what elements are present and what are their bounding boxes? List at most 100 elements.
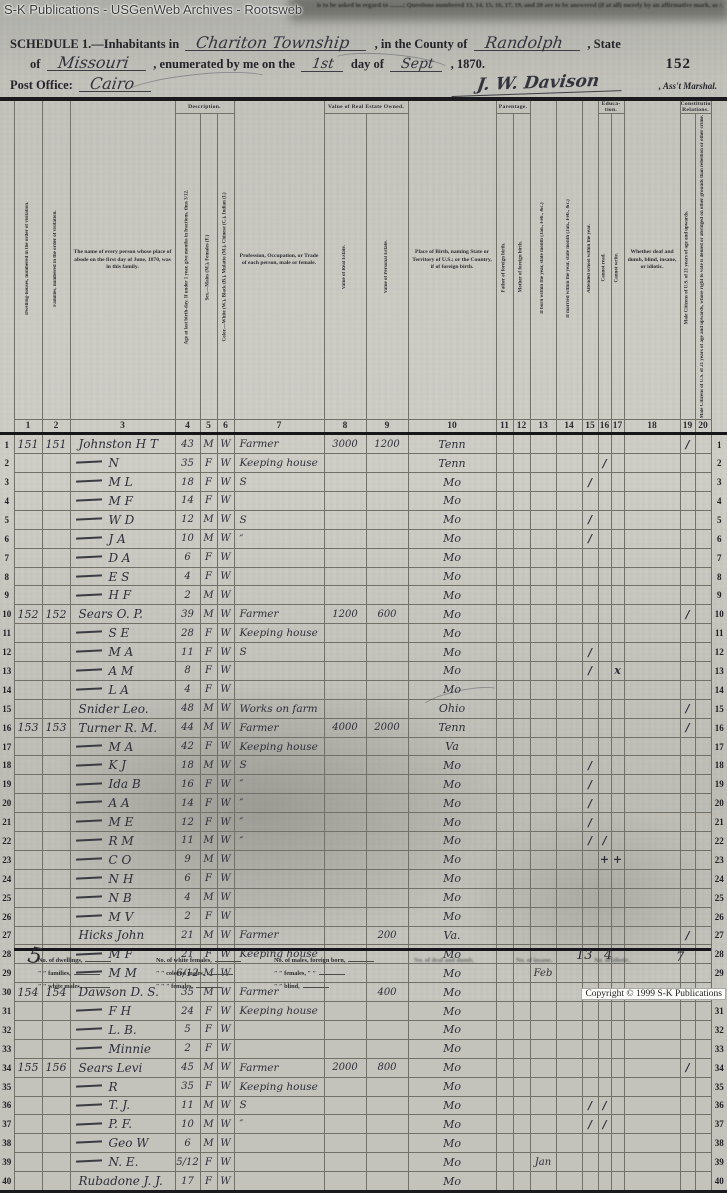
- column-number: 18: [623, 419, 681, 435]
- cell-birthplace: Mo: [407, 1076, 497, 1097]
- person-name-text: A M: [108, 663, 134, 678]
- cell-father-foreign: [495, 528, 514, 549]
- cell-disabilities: [623, 547, 681, 568]
- cell-male-citizen: [679, 472, 696, 493]
- row-number-left: 27: [2, 930, 12, 941]
- cell-age: 6: [174, 547, 201, 568]
- cell-family-number: [41, 849, 71, 870]
- row-number-right: 15: [714, 703, 724, 714]
- cell-color: W: [216, 849, 235, 870]
- cell-dwelling-number: 152: [13, 604, 43, 625]
- cell-color: W: [216, 887, 235, 908]
- cell-vote-denied: [694, 585, 712, 606]
- cell-disabilities: [623, 604, 681, 625]
- cell-father-foreign: [495, 604, 514, 625]
- cell-father-foreign: [495, 661, 514, 681]
- cell-mother-foreign: [512, 1152, 531, 1173]
- person-name-text: H F: [108, 588, 132, 603]
- ditto-dash: [75, 857, 102, 861]
- cell-age: 11: [174, 1095, 201, 1116]
- cell-cannot-read: [597, 1076, 612, 1097]
- cell-personal-estate-value: [365, 849, 409, 870]
- cell-vote-denied: [694, 717, 712, 738]
- table-row: 17 M A 42 F W Keeping house Va 17: [0, 736, 727, 757]
- cell-disabilities: [623, 642, 681, 663]
- table-row: 14 L A 4 F W Mo 14: [0, 679, 727, 700]
- cell-born-month: [529, 661, 557, 681]
- cell-attended-school: [581, 717, 599, 738]
- table-row: 40 Rubadone J. J. 17 F W Mo 40: [0, 1171, 727, 1192]
- cell-person-name: Minnie: [69, 1038, 176, 1059]
- cell-male-citizen: /: [679, 925, 696, 946]
- cell-married-month: [555, 509, 583, 530]
- column-number: 12: [512, 419, 531, 435]
- cell-family-number: [41, 642, 71, 663]
- cell-disabilities: [623, 906, 681, 927]
- cell-occupation: [233, 547, 325, 568]
- col-header-sex: Sex.—Males (M.), Females (F.): [200, 113, 217, 420]
- cell-age: 2: [174, 906, 201, 927]
- cell-personal-estate-value: 600: [365, 604, 409, 625]
- cell-disabilities: [623, 566, 681, 587]
- table-row: 35 R 35 F W Keeping house Mo 35: [0, 1076, 727, 1097]
- cell-vote-denied: [694, 793, 712, 814]
- cell-person-name: Rubadone J. J.: [69, 1171, 176, 1192]
- cell-family-number: [41, 661, 71, 681]
- cell-cannot-read: /: [597, 1095, 612, 1116]
- cell-cannot-read: [597, 868, 612, 889]
- cell-real-estate-value: 4000: [323, 717, 367, 738]
- table-row: 33 Minnie 2 F W Mo 33: [0, 1038, 727, 1059]
- tally-blank: [73, 969, 100, 975]
- scan-smudge-top: [290, 0, 727, 20]
- post-office-line: Post Office: Cairo J. W. Davison , Ass't…: [10, 69, 719, 98]
- cell-dwelling-number: [13, 623, 43, 644]
- cell-vote-denied: [694, 774, 712, 795]
- cell-vote-denied: [694, 906, 712, 927]
- row-number-left: 31: [2, 1006, 12, 1016]
- cell-cannot-read: +: [597, 849, 612, 870]
- cell-family-number: [41, 1171, 71, 1192]
- cell-cannot-read: [597, 566, 612, 587]
- cell-father-foreign: [495, 831, 514, 851]
- cell-real-estate-value: [323, 793, 367, 814]
- person-name-text: F H: [108, 1004, 132, 1018]
- cell-married-month: [555, 1152, 583, 1173]
- row-number-left: 26: [2, 911, 12, 922]
- tally-label: ″ ″ white males,: [38, 983, 82, 990]
- row-number-right: 21: [714, 817, 724, 828]
- cell-occupation: Keeping house: [233, 453, 325, 474]
- cell-family-number: [41, 755, 71, 776]
- cell-born-month: [529, 1076, 557, 1097]
- row-number-right: 3: [717, 477, 722, 488]
- cell-cannot-read: [597, 906, 612, 927]
- cell-attended-school: [581, 1076, 599, 1097]
- cell-person-name: Geo W: [69, 1133, 176, 1154]
- cell-vote-denied: [694, 1038, 712, 1059]
- table-row: 25 N B 4 M W Mo 25: [0, 887, 727, 908]
- cell-cannot-read: [597, 433, 612, 455]
- ditto-dash: [75, 800, 102, 804]
- cell-male-citizen: [679, 679, 696, 700]
- cell-family-number: [41, 906, 71, 927]
- cell-person-name: Sears O. P.: [69, 604, 176, 625]
- ditto-dash: [75, 819, 102, 823]
- row-number-right: 25: [714, 892, 724, 903]
- cell-mother-foreign: [512, 831, 531, 851]
- table-row: 34 155 156 Sears Levi 45 M W Farmer 2000 800 Mo/34: [0, 1057, 727, 1078]
- cell-dwelling-number: [13, 453, 43, 474]
- cell-sex: F: [199, 1171, 218, 1192]
- cell-male-citizen: [679, 887, 696, 908]
- tally-blank: [84, 982, 111, 988]
- cell-sex: F: [199, 642, 218, 663]
- cell-personal-estate-value: [365, 1019, 409, 1040]
- cell-occupation: ″: [233, 1114, 325, 1135]
- row-number-left: 38: [2, 1138, 12, 1149]
- cell-person-name: Hicks John: [69, 925, 176, 946]
- cell-dwelling-number: [13, 887, 43, 908]
- cell-attended-school: /: [581, 528, 599, 549]
- cell-real-estate-value: [323, 1076, 367, 1097]
- cell-occupation: ″: [233, 793, 325, 814]
- row-number-right: 13: [714, 665, 724, 676]
- row-number-left: 39: [2, 1157, 12, 1168]
- table-row: 16 153 153 Turner R. M. 44 M W Farmer 4000 2000 Te…: [0, 717, 727, 738]
